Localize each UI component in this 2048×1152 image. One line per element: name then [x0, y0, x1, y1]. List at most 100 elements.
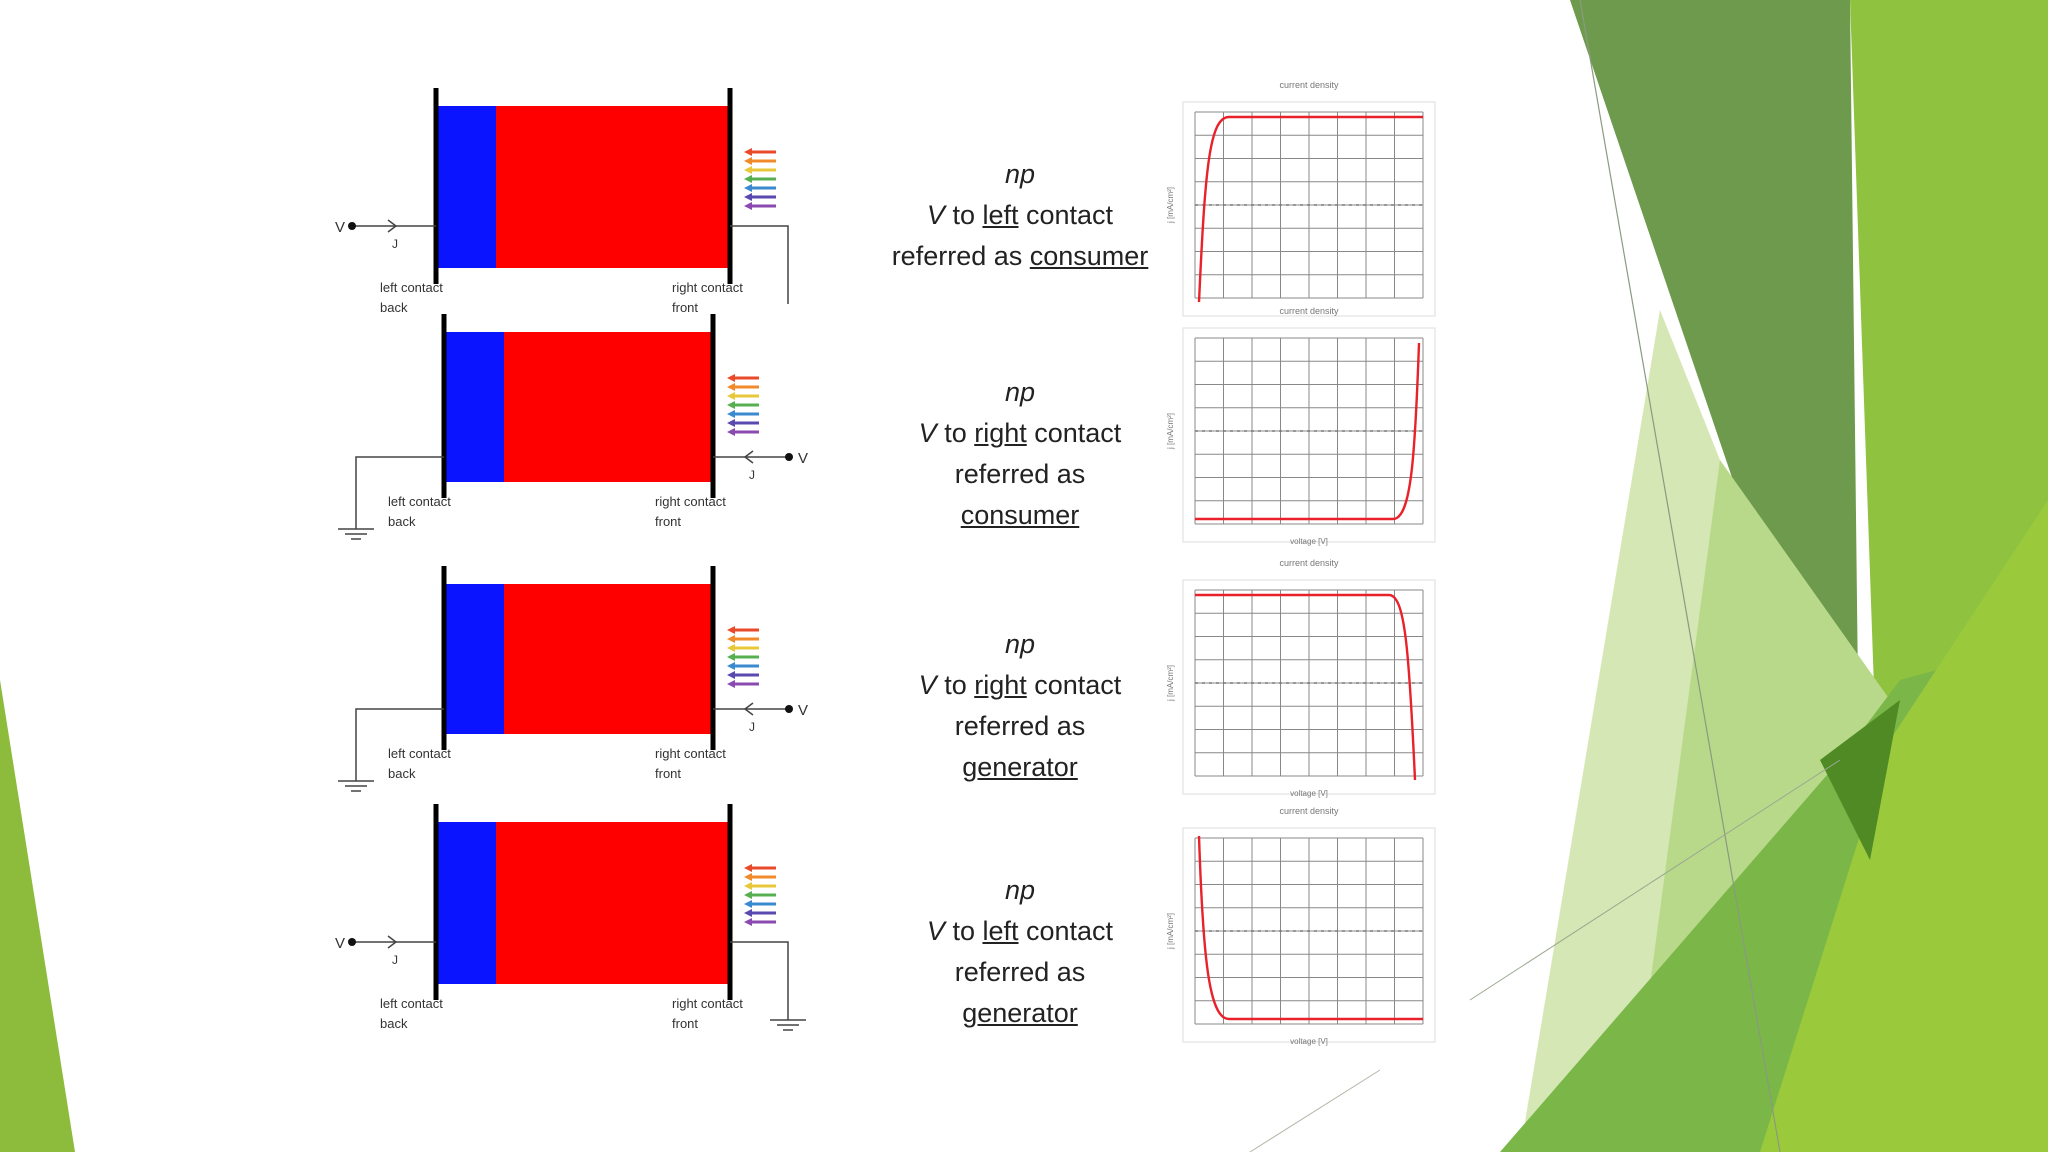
right-accent-shape-mid	[1850, 0, 2048, 860]
right-contact-label: right contact	[672, 996, 743, 1011]
caption-text: contact	[1026, 670, 1122, 700]
y-axis-label: j [mA/cm²]	[1166, 913, 1175, 950]
caption-text: referred as	[954, 711, 1086, 741]
left-contact-sublabel: back	[388, 514, 416, 529]
caption-text: referred as	[954, 957, 1086, 987]
light-ray-head	[727, 680, 735, 688]
left-contact-sublabel: back	[380, 1016, 408, 1031]
caption-1: np V to left contact referred as consumer	[870, 154, 1170, 277]
caption-3: np V to right contact referred as generator	[870, 624, 1170, 788]
current-arrow	[387, 935, 398, 949]
left-contact-label: left contact	[388, 494, 451, 509]
right-contact-sublabel: front	[672, 300, 698, 315]
panel-3: left contact back right contact front V J	[338, 566, 808, 792]
caption-line: generator	[870, 747, 1170, 788]
light-ray-head	[727, 374, 735, 382]
x-axis-label: voltage [V]	[1290, 537, 1328, 546]
caption-text: V	[918, 418, 937, 448]
accent-line	[1249, 1069, 1381, 1152]
caption-line: V to right contact	[870, 413, 1170, 454]
y-axis-label: j [mA/cm²]	[1166, 413, 1175, 450]
plot-title: current density	[1279, 806, 1339, 816]
caption-text: to	[936, 418, 975, 448]
iv-curve	[1195, 342, 1421, 521]
ground-wire	[355, 456, 444, 529]
iv-curve	[1197, 115, 1423, 303]
voltage-terminal	[785, 705, 793, 713]
plot-title: current density	[1279, 80, 1339, 90]
iv-plot-2: current density j [mA/cm²] voltage [V]	[1166, 306, 1436, 546]
caption-text: consumer	[1029, 241, 1149, 271]
caption-text: right	[974, 670, 1027, 700]
accent-line	[1579, 0, 1781, 1152]
iv-plot-3: current density j [mA/cm²] voltage [V]	[1166, 558, 1436, 798]
light-ray-head	[744, 193, 752, 201]
caption-line: V to left contact	[870, 911, 1170, 952]
caption-line: referred as	[870, 706, 1170, 747]
left-contact-label: left contact	[380, 280, 443, 295]
current-label: J	[392, 237, 398, 251]
caption-line: np	[870, 870, 1170, 911]
y-axis-label: j [mA/cm²]	[1166, 665, 1175, 702]
light-ray-head	[744, 891, 752, 899]
light-ray-head	[727, 671, 735, 679]
right-accent-shape-deep	[1820, 700, 1900, 860]
right-contact-sublabel: front	[672, 1016, 698, 1031]
n-layer	[444, 332, 504, 482]
light-ray-head	[727, 635, 735, 643]
plot-title: current density	[1279, 306, 1339, 316]
caption-line: referred as consumer	[870, 236, 1170, 277]
ground-wire	[730, 225, 789, 304]
caption-text: np	[1004, 629, 1036, 659]
left-contact-sublabel: back	[388, 766, 416, 781]
right-contact-sublabel: front	[655, 766, 681, 781]
right-accent-shape-pale	[1640, 460, 1890, 1060]
ground-wire	[730, 941, 789, 1020]
iv-plot-1: current density j [mA/cm²]	[1166, 80, 1436, 317]
left-accent-shape	[0, 680, 75, 1152]
light-ray-head	[727, 383, 735, 391]
light-ray-head	[727, 626, 735, 634]
left-contact-label: left contact	[388, 746, 451, 761]
caption-text: left	[982, 916, 1019, 946]
light-ray-head	[744, 184, 752, 192]
caption-2: np V to right contact referred as consumer	[870, 372, 1170, 536]
right-contact-label: right contact	[672, 280, 743, 295]
caption-text: consumer	[960, 500, 1080, 530]
caption-text: contact	[1018, 916, 1114, 946]
caption-text: contact	[1018, 200, 1114, 230]
light-ray-head	[744, 900, 752, 908]
caption-line: generator	[870, 993, 1170, 1034]
panel-4: left contact back right contact front V J	[335, 804, 806, 1031]
current-arrow	[387, 219, 398, 233]
light-ray-head	[744, 864, 752, 872]
caption-text: left	[982, 200, 1019, 230]
p-layer	[496, 822, 730, 984]
right-contact-sublabel: front	[655, 514, 681, 529]
voltage-label: V	[335, 935, 345, 952]
caption-line: referred as	[870, 454, 1170, 495]
caption-text: np	[1004, 159, 1036, 189]
voltage-terminal	[785, 453, 793, 461]
caption-text: referred as	[954, 459, 1086, 489]
light-ray-head	[744, 175, 752, 183]
voltage-label: V	[335, 219, 345, 236]
plot-title: current density	[1279, 558, 1339, 568]
caption-text: V	[926, 916, 945, 946]
light-ray-head	[744, 202, 752, 210]
light-ray-head	[727, 653, 735, 661]
caption-text: to	[936, 670, 975, 700]
y-axis-label: j [mA/cm²]	[1166, 187, 1175, 224]
iv-curve	[1195, 593, 1417, 781]
light-ray-head	[744, 882, 752, 890]
light-ray-head	[727, 401, 735, 409]
iv-plot-4: current density j [mA/cm²] voltage [V]	[1166, 806, 1436, 1046]
iv-curve	[1197, 835, 1423, 1021]
caption-line: np	[870, 624, 1170, 665]
light-ray-head	[727, 644, 735, 652]
caption-line: consumer	[870, 495, 1170, 536]
right-accent-shape-dark	[1570, 0, 1860, 860]
